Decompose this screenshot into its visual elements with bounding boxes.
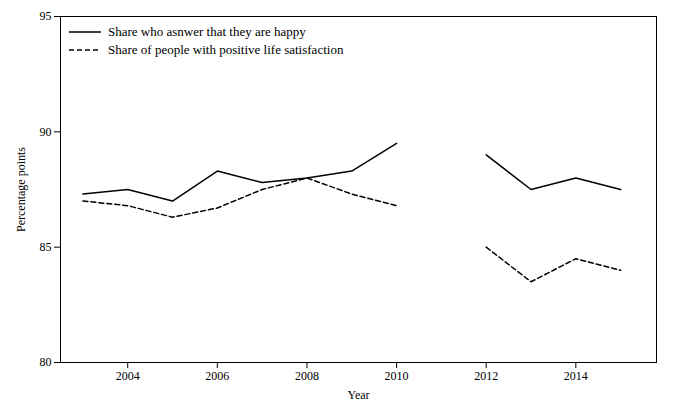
svg-text:85: 85 bbox=[40, 240, 52, 254]
svg-text:2004: 2004 bbox=[116, 369, 140, 383]
svg-text:Percentage points: Percentage points bbox=[14, 147, 28, 232]
svg-text:90: 90 bbox=[40, 125, 52, 139]
html-text:Share of people with positive: Share of people with positive life satis… bbox=[108, 42, 344, 57]
svg-text:2006: 2006 bbox=[205, 369, 229, 383]
svg-text:80: 80 bbox=[40, 355, 52, 369]
html-text:Share who asnwer that they are: Share who asnwer that they are happy bbox=[108, 24, 306, 39]
svg-text:Year: Year bbox=[347, 388, 369, 402]
svg-text:2008: 2008 bbox=[295, 369, 319, 383]
svg-text:2014: 2014 bbox=[564, 369, 588, 383]
svg-text:2012: 2012 bbox=[474, 369, 498, 383]
svg-text:95: 95 bbox=[40, 9, 52, 23]
svg-text:2010: 2010 bbox=[385, 369, 409, 383]
